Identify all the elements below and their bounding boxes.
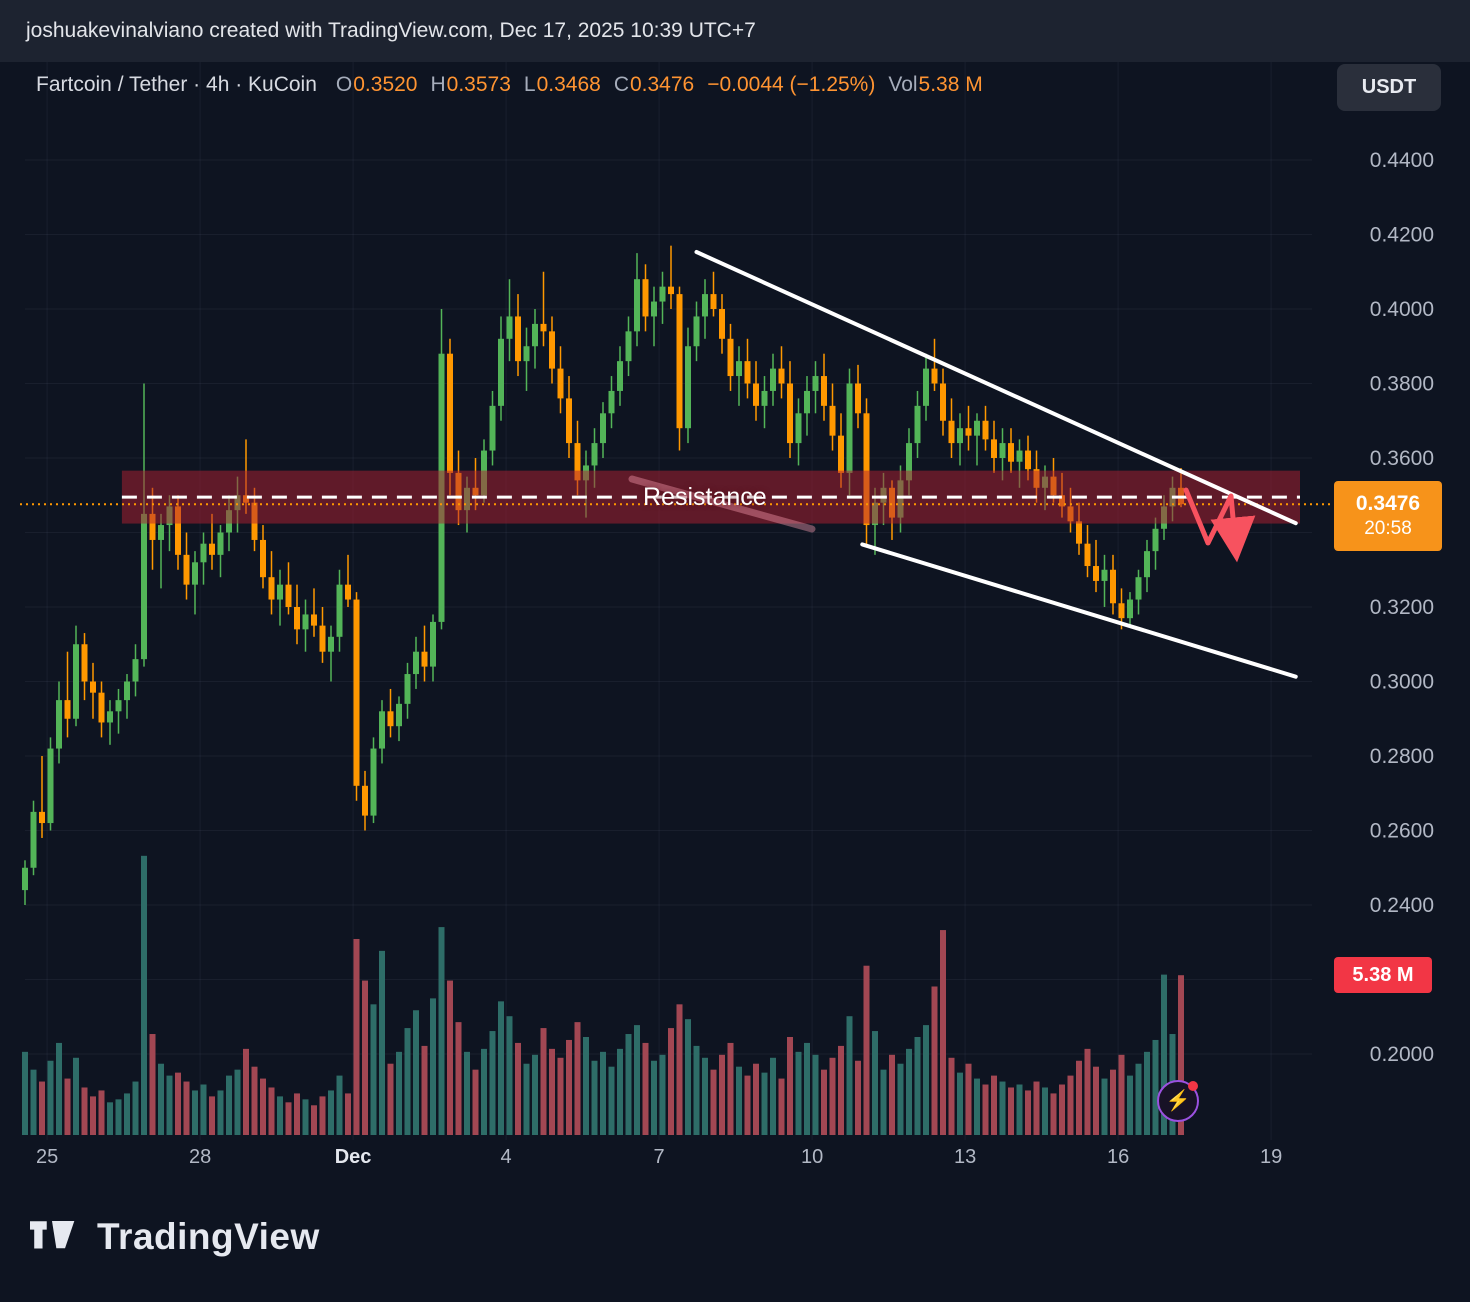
svg-text:0.4000: 0.4000 [1370, 298, 1434, 321]
svg-text:0.3200: 0.3200 [1370, 596, 1434, 619]
svg-text:0.2400: 0.2400 [1370, 894, 1434, 917]
svg-text:0.3000: 0.3000 [1370, 671, 1434, 694]
candles-layer [22, 245, 1184, 905]
price-change: −0.0044 (−1.25%) [707, 73, 876, 96]
annotations-layer [20, 250, 1332, 679]
lightning-icon: ⚡ [1165, 1090, 1191, 1112]
svg-text:16: 16 [1107, 1146, 1129, 1168]
svg-text:28: 28 [189, 1146, 211, 1168]
last-price-value: 0.3476 [1355, 492, 1421, 515]
symbol-title: Fartcoin / Tether · 4h · KuCoin [36, 73, 317, 96]
svg-text:0.3800: 0.3800 [1370, 373, 1434, 396]
svg-text:0.4400: 0.4400 [1370, 149, 1434, 172]
svg-text:Dec: Dec [335, 1146, 372, 1168]
svg-text:7: 7 [654, 1146, 665, 1168]
currency-toggle-button[interactable]: USDT [1337, 64, 1441, 111]
boost-button[interactable]: ⚡ [1157, 1080, 1199, 1122]
volume-axis-badge: 5.38 M [1334, 957, 1432, 993]
svg-text:0.3600: 0.3600 [1370, 447, 1434, 470]
svg-text:0.2000: 0.2000 [1370, 1043, 1434, 1066]
tradingview-logo-text: TradingView [97, 1216, 320, 1257]
svg-text:10: 10 [801, 1146, 823, 1168]
svg-text:25: 25 [36, 1146, 58, 1168]
ohlc-close: C0.3476 [613, 73, 695, 96]
tradingview-logo[interactable]: TradingView [30, 1215, 320, 1259]
svg-text:0.2800: 0.2800 [1370, 745, 1434, 768]
bar-countdown: 20:58 [1364, 518, 1412, 540]
svg-text:13: 13 [954, 1146, 976, 1168]
volume-layer [22, 855, 1184, 1135]
resistance-annotation-label: Resistance [643, 483, 767, 511]
notification-dot [1188, 1081, 1198, 1091]
grid-layer [25, 62, 1312, 1140]
volume-readout: Vol5.38 M [888, 73, 983, 96]
svg-text:0.4200: 0.4200 [1370, 224, 1434, 247]
ohlc-high: H0.3573 [430, 73, 511, 96]
ohlc-low: L0.3468 [523, 73, 601, 96]
chart-legend: Fartcoin / Tether · 4h · KuCoin O0.3520 … [36, 73, 983, 97]
axis-layer: 0.4400 0.4200 0.4000 0.3800 0.3600 0.3200 0.30… [36, 149, 1434, 1168]
last-price-badge: 0.3476 20:58 [1334, 481, 1442, 551]
attribution-text: joshuakevinalviano created with TradingV… [26, 19, 756, 42]
tradingview-logo-icon [30, 1221, 75, 1249]
svg-text:4: 4 [501, 1146, 512, 1168]
svg-text:0.2600: 0.2600 [1370, 820, 1434, 843]
svg-text:19: 19 [1260, 1146, 1282, 1168]
attribution-bar: joshuakevinalviano created with TradingV… [0, 0, 1470, 62]
ohlc-open: O0.3520 [335, 73, 418, 96]
